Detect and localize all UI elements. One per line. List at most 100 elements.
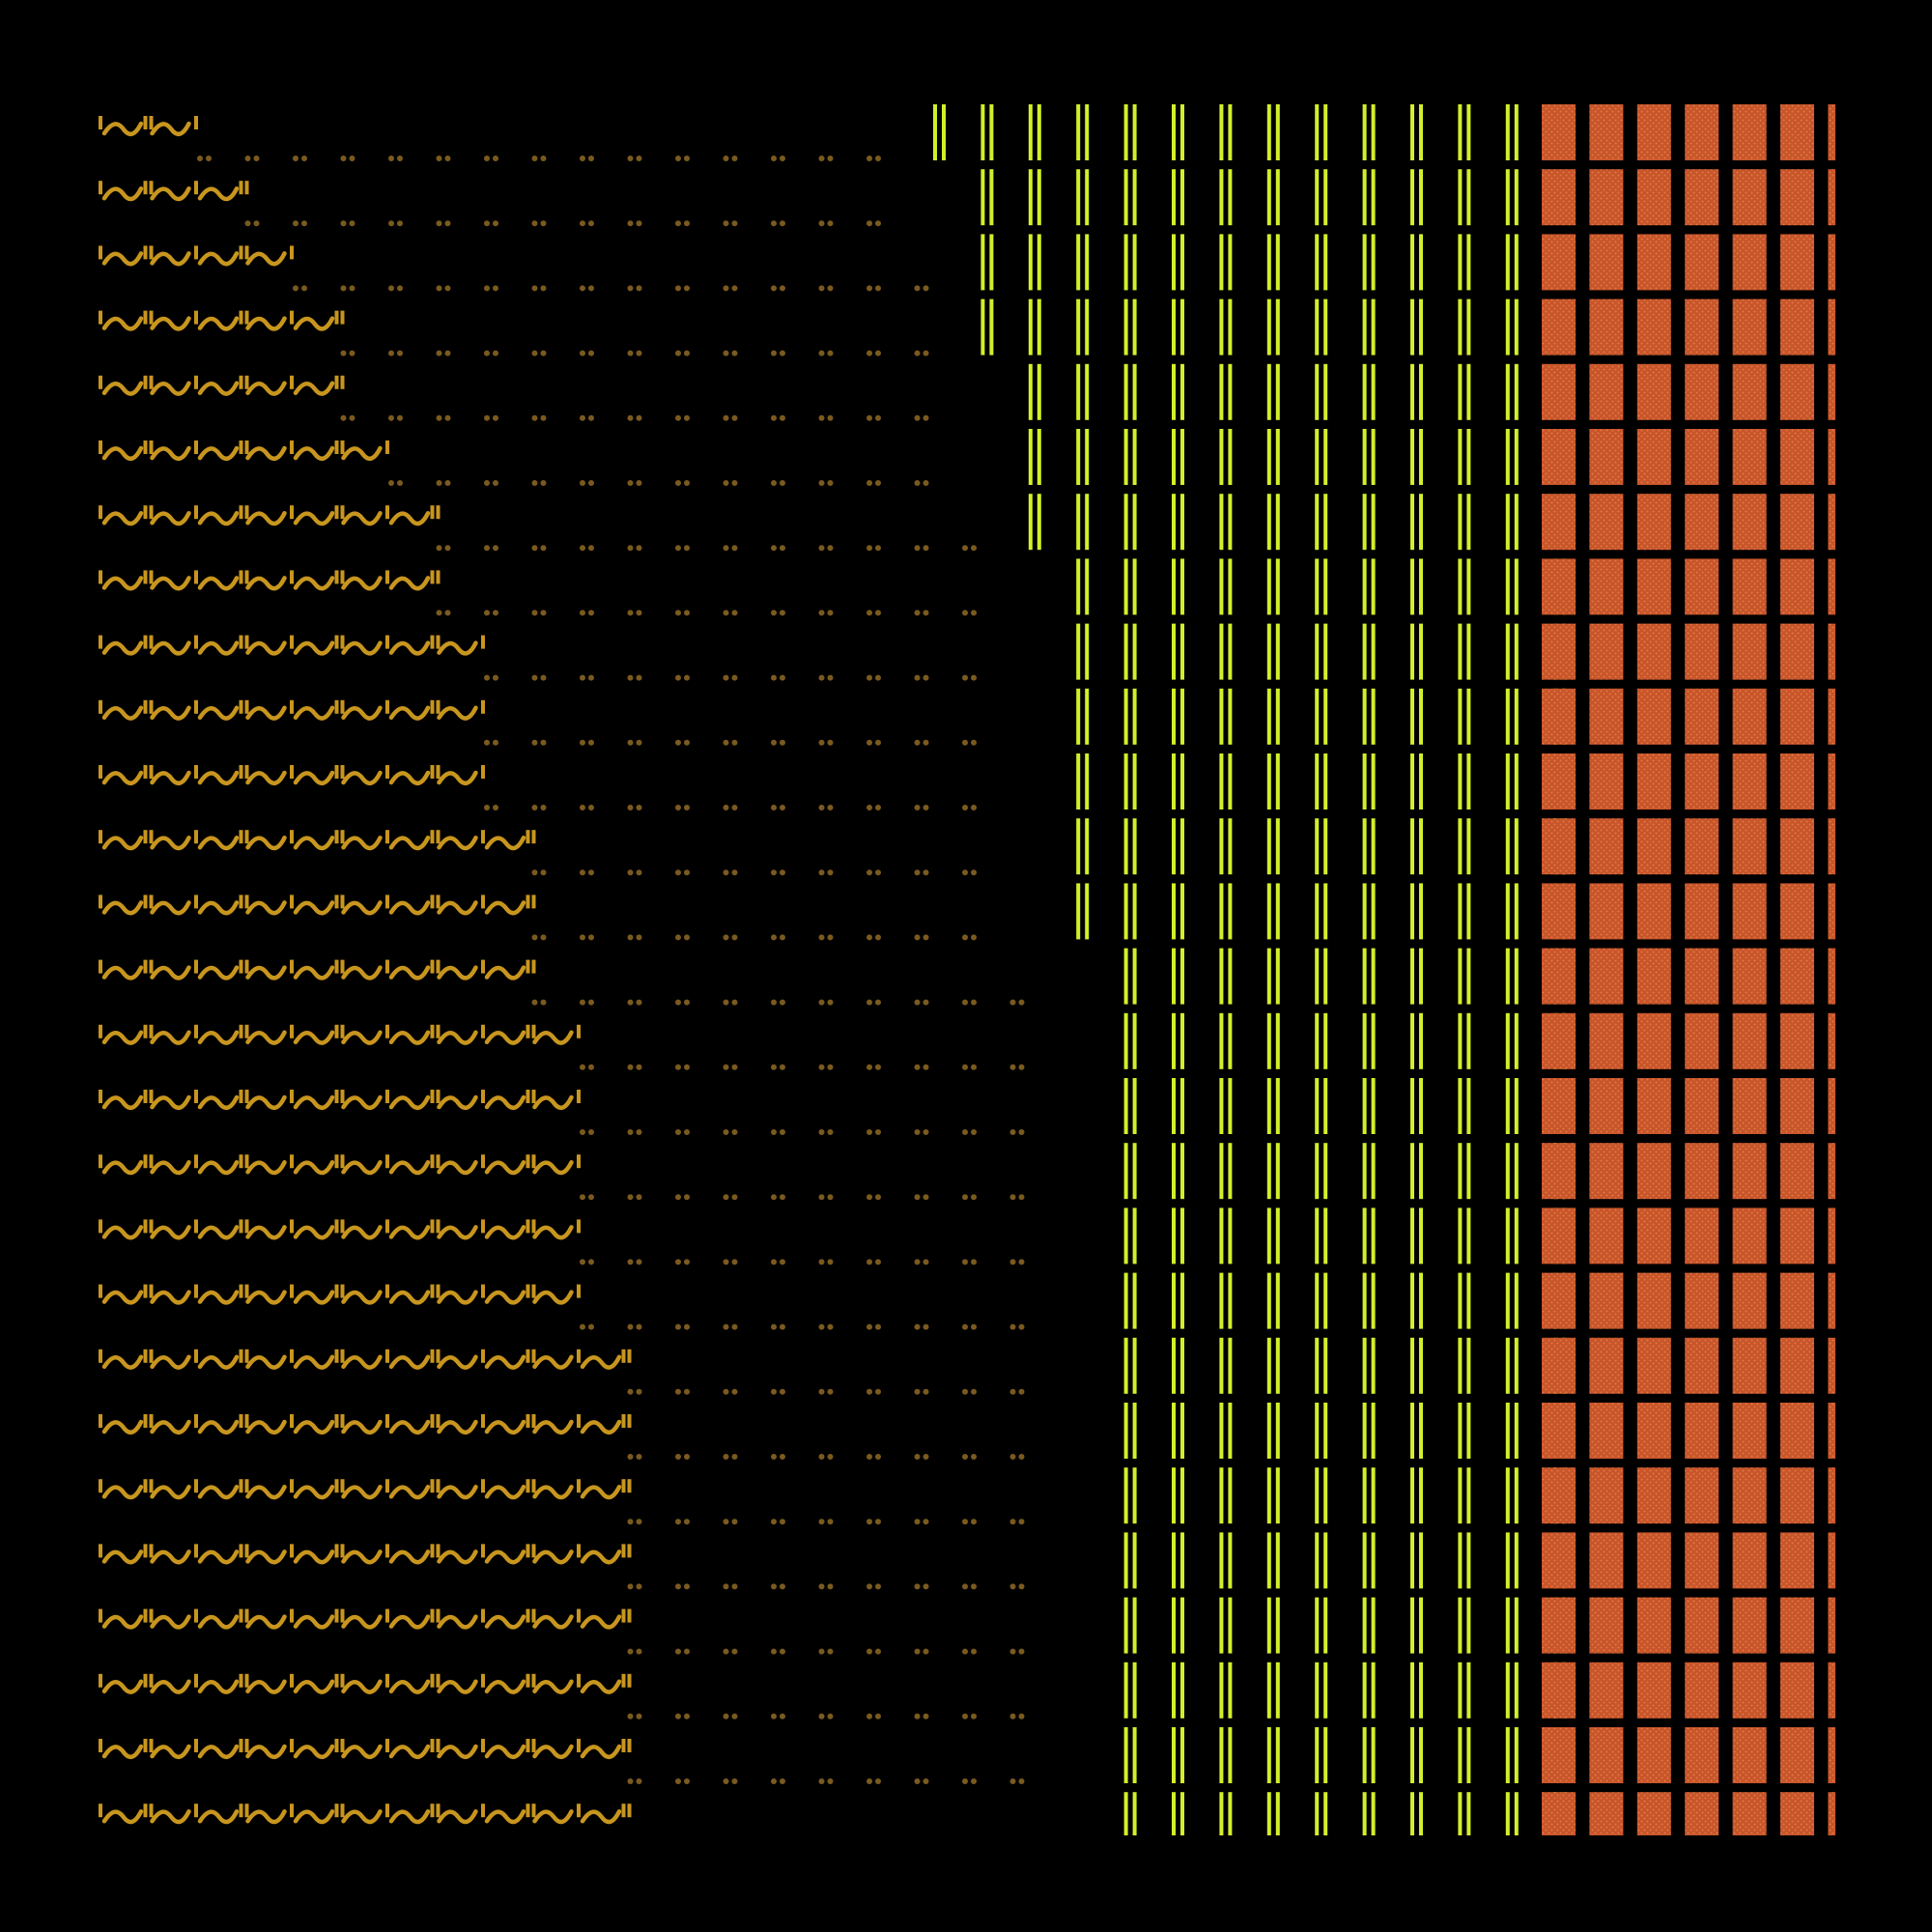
tile: [1636, 558, 1671, 615]
dot: [923, 1713, 929, 1719]
wave-glyph: [101, 900, 144, 916]
wave-tick: [436, 1154, 440, 1169]
dot: [588, 1129, 594, 1135]
wave-tick: [239, 959, 243, 974]
wave-tick: [531, 895, 536, 909]
wave-tick: [334, 375, 339, 389]
bar-line: [1123, 558, 1128, 615]
wave-tick: [340, 699, 345, 714]
bar-line: [1228, 883, 1233, 940]
dot: [493, 480, 498, 486]
dot: [818, 156, 825, 161]
wave-glyph: [101, 510, 144, 526]
bar-line: [1123, 363, 1128, 420]
bar-line: [1172, 1403, 1176, 1459]
wave-tick: [621, 1349, 626, 1363]
dot: [780, 805, 785, 810]
dot: [827, 350, 834, 356]
wave-glyph: [293, 1679, 335, 1694]
wave-glyph: [101, 445, 144, 462]
bar-line: [1410, 1727, 1414, 1783]
wave-tick: [244, 1349, 249, 1363]
bar-line: [1323, 1532, 1328, 1589]
wave-tick: [244, 440, 249, 454]
wave-tick: [99, 1284, 102, 1298]
bar-line: [1371, 1727, 1376, 1783]
wave-tick: [531, 1804, 536, 1818]
dot: [636, 285, 642, 292]
wave-glyph: [437, 1744, 478, 1760]
wave-glyph: [484, 1030, 526, 1045]
dot: [780, 1454, 785, 1460]
dot: [818, 1583, 825, 1590]
wave-tick: [290, 310, 294, 325]
dot: [875, 220, 881, 227]
wave-glyph: [437, 1549, 478, 1565]
dot: [731, 1648, 738, 1655]
dot: [627, 674, 634, 681]
bar-line: [1371, 558, 1376, 615]
dot: [731, 1194, 738, 1201]
dot: [867, 1778, 872, 1784]
wave-tick: [577, 1673, 581, 1688]
wave-tick: [143, 699, 148, 714]
bar-line: [1275, 1272, 1280, 1329]
wave-tick: [149, 181, 154, 195]
wave-tick: [149, 1414, 154, 1428]
dot: [962, 1194, 968, 1201]
dot: [914, 1583, 921, 1590]
dot: [867, 1388, 872, 1395]
wave-tick: [621, 1479, 626, 1493]
dot: [540, 414, 547, 421]
dot: [780, 480, 785, 486]
wave-glyph: [484, 1354, 526, 1370]
dot: [914, 1778, 921, 1784]
dot: [780, 1648, 785, 1655]
bar-line: [1315, 1208, 1320, 1264]
bar-line: [1362, 1467, 1367, 1524]
dot: [914, 805, 921, 810]
wave-tick: [239, 310, 243, 325]
bar-line: [1505, 1272, 1510, 1329]
wave-tick: [436, 895, 440, 909]
wave-tick: [481, 1414, 485, 1428]
wave-tick: [430, 1673, 435, 1688]
tile: [1732, 1662, 1767, 1719]
dot: [971, 1648, 977, 1655]
tile: [1589, 104, 1624, 160]
bar-line: [1266, 948, 1271, 1005]
wave-tick: [531, 1673, 536, 1688]
wave-glyph: [484, 1484, 526, 1500]
wave-glyph: [341, 1549, 383, 1565]
bar-line: [1458, 1597, 1463, 1654]
wave-glyph: [341, 770, 383, 786]
dot: [818, 1064, 825, 1070]
tile: [1732, 363, 1767, 420]
bar-line: [1466, 1208, 1471, 1264]
dot: [875, 610, 881, 616]
wave-glyph: [245, 316, 287, 331]
dot: [580, 610, 585, 616]
wave-tick: [385, 570, 389, 584]
wave-glyph: [101, 965, 144, 980]
tile: [1636, 948, 1671, 1005]
wave-glyph: [150, 900, 191, 916]
dot: [588, 869, 594, 876]
bar-line: [989, 298, 994, 355]
tile: [1542, 1337, 1576, 1394]
tile: [1780, 1662, 1814, 1719]
dot: [962, 1388, 968, 1395]
wave-tick: [194, 181, 198, 195]
dot: [875, 1713, 881, 1719]
wave-glyph: [197, 1094, 240, 1111]
dot: [684, 1129, 690, 1135]
bar-line: [1219, 1337, 1224, 1394]
bar-line: [1123, 234, 1128, 291]
wave-glyph: [101, 1549, 144, 1565]
wave-glyph: [150, 1614, 191, 1630]
bar-line: [1037, 494, 1041, 551]
bar-line: [1419, 1078, 1423, 1134]
dot: [962, 1454, 968, 1460]
dot: [923, 285, 929, 292]
dot: [971, 1323, 977, 1330]
